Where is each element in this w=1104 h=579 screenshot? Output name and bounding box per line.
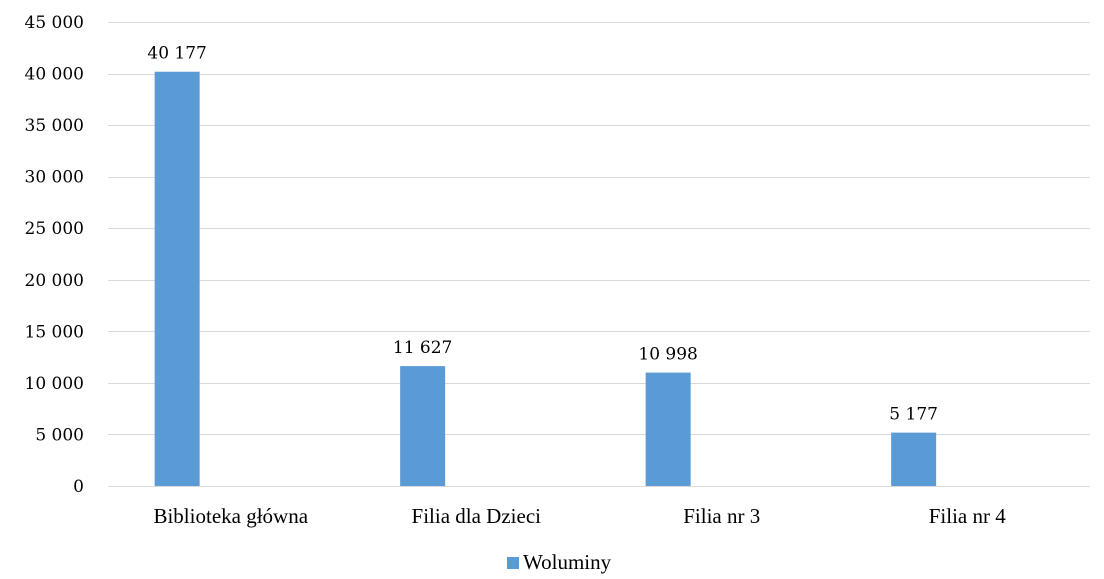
x-axis-tick-labels: Biblioteka główna Filia dla Dzieci Filia n…: [153, 504, 1006, 528]
bar: [645, 372, 691, 486]
bar: [154, 71, 200, 486]
y-tick-label: 35 000: [25, 116, 84, 136]
x-tick-label: Filia nr 3: [683, 504, 760, 528]
x-tick-label: Filia nr 4: [929, 504, 1006, 528]
y-tick-label: 45 000: [25, 13, 84, 33]
data-label: 11 627: [393, 338, 452, 358]
data-label: 5 177: [889, 405, 938, 425]
y-axis-tick-labels: 0 5 000 10 000 15 000 20 000 25 000 30 000 35 0…: [25, 13, 84, 497]
data-labels: 40 177 11 627 10 998 5 177: [147, 44, 938, 425]
bar: [891, 432, 937, 486]
y-tick-label: 40 000: [25, 65, 84, 85]
y-tick-label: 20 000: [25, 271, 84, 291]
legend: Woluminy: [507, 550, 612, 574]
y-tick-label: 25 000: [25, 219, 84, 239]
y-tick-label: 30 000: [25, 168, 84, 188]
y-tick-label: 15 000: [25, 322, 84, 342]
y-tick-label: 0: [73, 477, 84, 497]
x-tick-label: Filia dla Dzieci: [412, 504, 542, 528]
data-label: 40 177: [147, 44, 206, 64]
bars: [154, 71, 937, 486]
bar: [400, 366, 446, 486]
legend-swatch-woluminy: [507, 557, 519, 569]
gridlines: [108, 22, 1090, 487]
x-tick-label: Biblioteka główna: [153, 504, 308, 528]
y-tick-label: 5 000: [35, 425, 84, 445]
y-tick-label: 10 000: [25, 374, 84, 394]
data-label: 10 998: [638, 345, 697, 365]
legend-label-woluminy: Woluminy: [523, 550, 612, 574]
